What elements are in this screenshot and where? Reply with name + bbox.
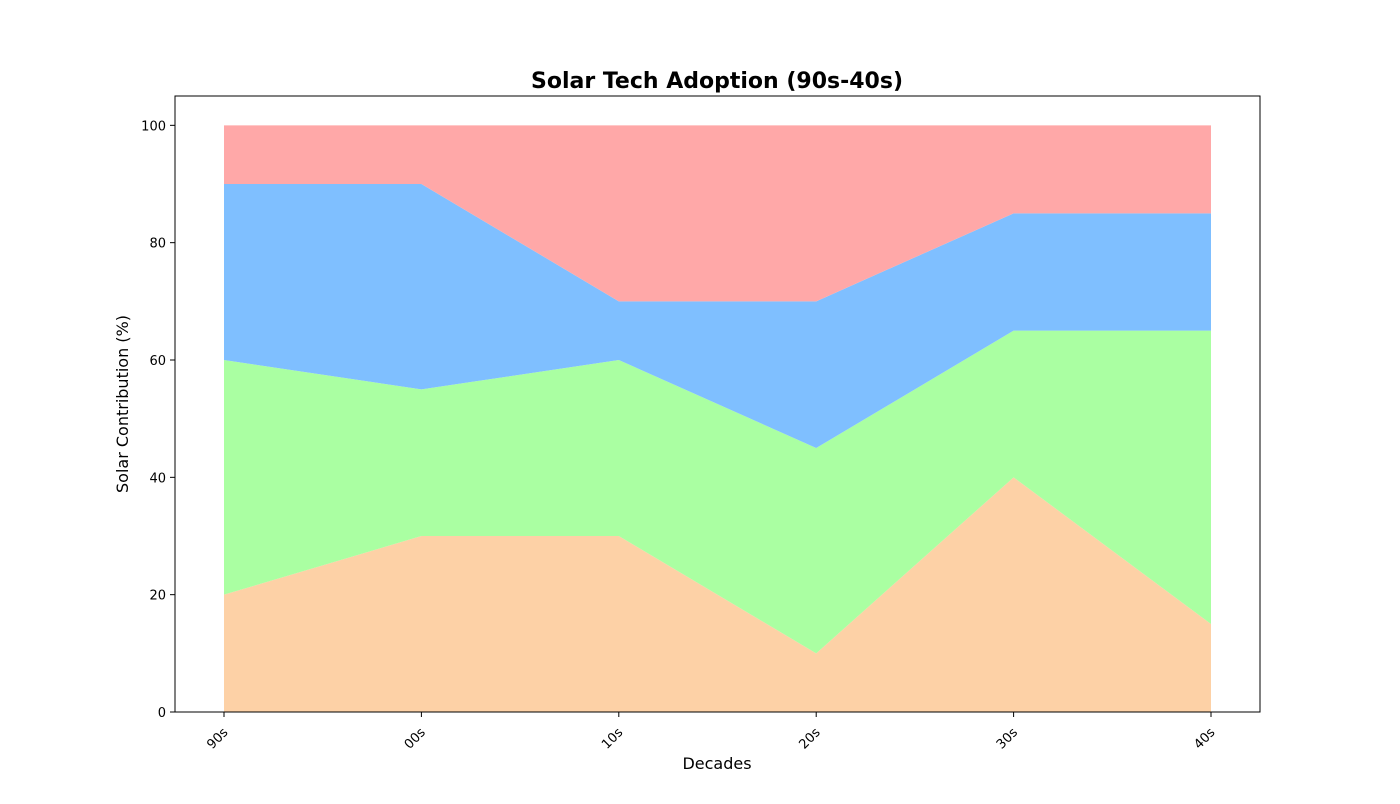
y-tick-label: 20 [149,589,166,604]
area-series-3 [224,184,1211,448]
x-tick-label: 10s [599,725,626,752]
x-axis: 90s 00s 10s 20s 30s 40s [204,712,1219,752]
x-tick-label: 30s [994,725,1021,752]
area-series-4 [224,125,1211,302]
x-axis-label: Decades [682,754,751,773]
y-tick-label: 0 [158,706,166,721]
y-axis: 0 20 40 60 80 100 [141,119,175,721]
area-series-1 [224,477,1211,712]
x-tick-label: 90s [204,725,231,752]
x-tick-label: 20s [797,725,824,752]
x-tick-label: 00s [402,725,429,752]
plot-frame [174,95,1261,713]
x-tick-label: 40s [1191,725,1218,752]
y-tick-label: 100 [141,119,166,134]
area-series-2 [224,330,1211,654]
y-tick-label: 80 [149,237,166,252]
y-tick-label: 60 [149,354,166,369]
chart-title: Solar Tech Adoption (90s-40s) [531,69,903,94]
areas-layer [224,125,1211,712]
y-axis-label: Solar Contribution (%) [113,315,132,493]
y-tick-label: 40 [149,471,166,486]
